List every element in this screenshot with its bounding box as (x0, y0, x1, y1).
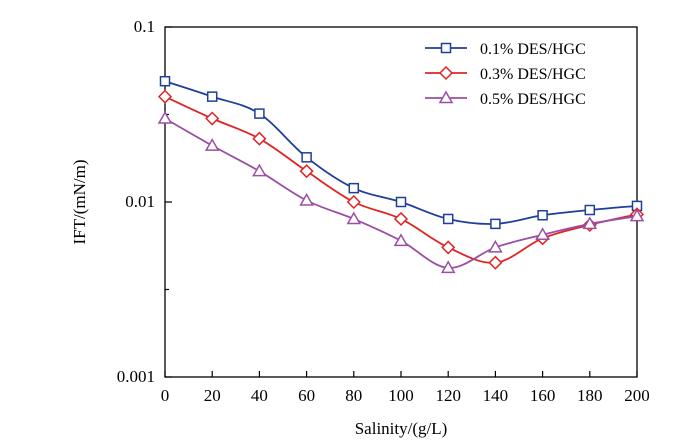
data-point-square (348, 182, 360, 194)
series-square (159, 75, 643, 230)
legend: 0.1% DES/HGC 0.3% DES/HGC 0.5% DES/HGC (425, 41, 586, 108)
data-point-triangle (582, 216, 598, 230)
data-point-square (159, 75, 171, 87)
legend-item: 0.1% DES/HGC (425, 41, 586, 58)
x-tick-label: 140 (483, 386, 509, 405)
legend-marker-square (440, 42, 452, 54)
legend-marker-diamond (438, 65, 454, 81)
x-tick-label: 80 (345, 386, 362, 405)
data-point-square (584, 204, 596, 216)
data-point-square (395, 196, 407, 208)
series-layer (157, 75, 645, 274)
legend-marker-triangle (438, 90, 454, 104)
x-tick-label: 160 (530, 386, 556, 405)
y-tick-label: 0.001 (117, 367, 155, 386)
data-point-diamond (205, 111, 220, 126)
y-axis-title: IFT/(mN/m) (70, 160, 89, 245)
data-point-triangle (299, 192, 314, 206)
x-tick-label: 60 (298, 386, 315, 405)
data-point-square (537, 210, 548, 221)
x-tick-label: 20 (204, 386, 221, 405)
data-point-square (490, 218, 501, 230)
data-point-square (254, 108, 265, 119)
data-point-triangle (252, 163, 267, 177)
data-point-diamond (252, 131, 267, 146)
data-point-diamond (488, 255, 503, 270)
data-point-triangle (204, 138, 220, 151)
x-tick-label: 40 (251, 386, 268, 405)
legend-item: 0.5% DES/HGC (425, 90, 586, 108)
y-axis: 0.001 0.01 0.1 (117, 17, 172, 386)
data-point-square (301, 152, 312, 163)
series-diamond (157, 89, 645, 270)
legend-item: 0.3% DES/HGC (425, 65, 586, 83)
data-point-square (442, 213, 454, 225)
legend-label: 0.5% DES/HGC (480, 91, 586, 108)
x-axis: 0 20 40 60 80 100 120 140 160 180 200 (161, 371, 650, 405)
data-point-diamond (441, 240, 456, 255)
data-point-diamond (346, 194, 361, 210)
data-point-triangle (629, 208, 645, 222)
y-tick-label: 0.1 (134, 17, 155, 36)
y-tick-label: 0.01 (125, 192, 155, 211)
data-point-triangle (488, 239, 503, 253)
x-tick-label: 180 (577, 386, 603, 405)
data-point-triangle (535, 227, 550, 240)
x-tick-label: 100 (388, 386, 414, 405)
x-tick-label: 120 (435, 386, 461, 405)
data-point-triangle (440, 260, 456, 274)
x-tick-label: 0 (161, 386, 170, 405)
legend-label: 0.3% DES/HGC (480, 66, 586, 83)
data-point-diamond (393, 211, 409, 227)
series-triangle (157, 110, 645, 274)
x-tick-label: 200 (624, 386, 650, 405)
data-point-diamond (299, 164, 314, 179)
data-point-diamond (157, 89, 173, 104)
data-point-triangle (157, 110, 173, 124)
data-point-square (206, 91, 218, 102)
data-point-triangle (393, 233, 409, 247)
x-axis-title: Salinity/(g/L) (355, 419, 448, 438)
data-point-triangle (346, 211, 362, 225)
legend-label: 0.1% DES/HGC (480, 41, 586, 58)
